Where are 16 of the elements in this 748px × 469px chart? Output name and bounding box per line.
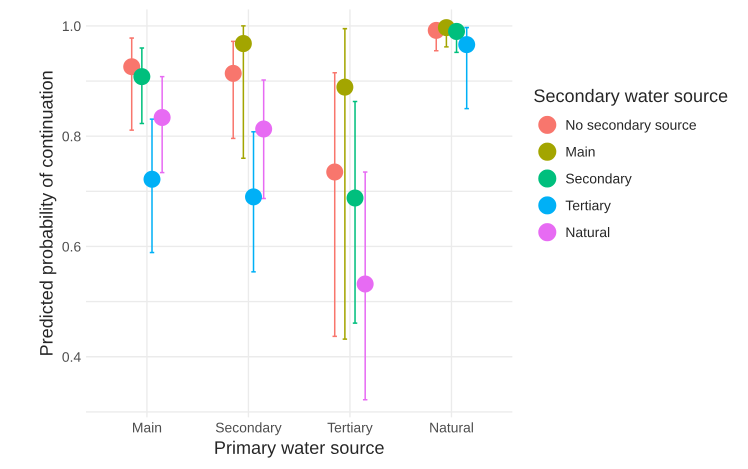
- x-tick-label: Main: [133, 422, 162, 432]
- x-tick-label: Natural: [430, 422, 473, 432]
- legend-label: Tertiary: [566, 200, 611, 214]
- legend-title: Secondary water source: [534, 88, 728, 106]
- legend-label: Main: [566, 146, 595, 157]
- y-tick-label: 0.8: [62, 132, 81, 142]
- y-tick-label: 0.6: [62, 242, 81, 252]
- y-tick-label: 1.0: [62, 21, 81, 32]
- x-tick-label: Secondary: [216, 422, 282, 436]
- x-tick-label: Tertiary: [328, 422, 373, 436]
- legend-label: No secondary source: [566, 120, 696, 133]
- legend-label: Natural: [566, 226, 610, 238]
- legend-label: Secondary: [566, 173, 632, 186]
- y-axis-title: Predicted probability of continuation: [39, 72, 56, 355]
- x-axis-title: Primary water source: [215, 440, 384, 458]
- y-tick-label: 0.4: [62, 352, 81, 362]
